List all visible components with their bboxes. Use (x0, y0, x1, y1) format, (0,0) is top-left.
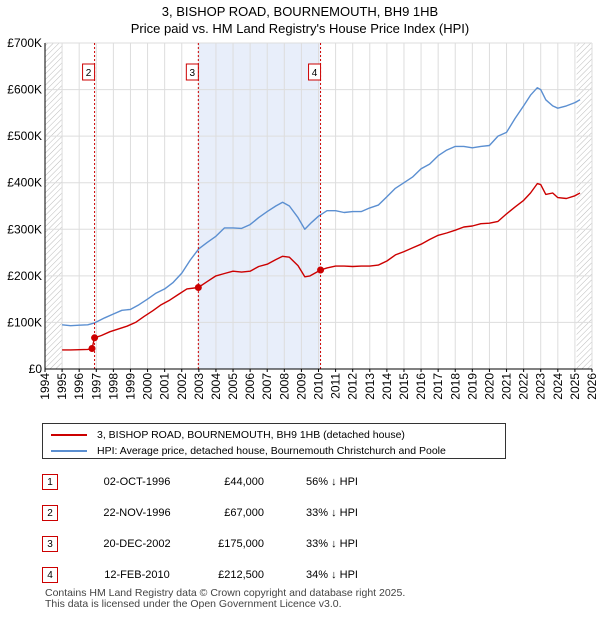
x-tick-label: 2001 (158, 373, 172, 400)
x-tick-label: 2017 (431, 373, 445, 400)
footer-copyright: Contains HM Land Registry data © Crown c… (45, 587, 406, 599)
transaction-price: £212,500 (218, 569, 264, 581)
x-tick-label: 2016 (414, 373, 428, 400)
transaction-date: 12-FEB-2010 (104, 569, 170, 581)
legend-swatch-price (51, 434, 87, 436)
transaction-date: 20-DEC-2002 (103, 538, 171, 550)
x-tick-label: 2007 (260, 373, 274, 400)
y-tick-label: £100K (7, 315, 42, 329)
sale-flag-box (82, 63, 96, 81)
hpi-line (62, 86, 581, 327)
x-tick-label: 2018 (448, 373, 462, 400)
y-tick-label: £400K (7, 176, 42, 190)
transaction-row: 4 12-FEB-2010 £212,500 34% ↓ HPI (42, 567, 562, 585)
shaded-period (198, 43, 321, 369)
x-tick-label: 2011 (329, 373, 343, 399)
y-tick-label: £0 (29, 362, 43, 376)
sale-point (88, 345, 96, 353)
x-tick-label: 2020 (482, 373, 496, 400)
y-tick-label: £600K (7, 83, 42, 97)
x-tick-label: 2023 (534, 373, 548, 400)
transaction-number: 4 (42, 567, 58, 583)
x-tick-label: 1999 (123, 373, 137, 400)
x-tick-label: 2000 (141, 373, 155, 400)
price-chart: 2 3 4 £0 £100K £200K £300K £400K £500K £600K £700… (7, 36, 599, 400)
chart-subtitle: Price paid vs. HM Land Registry's House … (130, 21, 470, 36)
hatched-region (576, 43, 592, 369)
transaction-number: 1 (42, 474, 58, 490)
sale-flag-box (185, 63, 199, 81)
footer: Contains HM Land Registry data © Crown c… (45, 588, 405, 610)
transaction-hpi: 33% ↓ HPI (306, 507, 358, 519)
legend-label-price: 3, BISHOP ROAD, BOURNEMOUTH, BH9 1HB (de… (97, 429, 405, 441)
sale-flag-label: 3 (190, 68, 196, 79)
sale-point (194, 284, 202, 291)
x-tick-label: 2004 (209, 373, 223, 400)
sale-flag-label: 2 (86, 68, 92, 79)
transaction-hpi: 33% ↓ HPI (306, 538, 358, 550)
x-tick-label: 2012 (346, 373, 360, 400)
x-tick-label: 2013 (363, 373, 377, 400)
x-tick-label: 2008 (277, 373, 291, 400)
transaction-hpi: 34% ↓ HPI (306, 569, 358, 581)
x-tick-label: 2015 (397, 373, 411, 400)
x-tick-label: 1998 (106, 373, 120, 400)
y-tick-label: £500K (7, 129, 42, 143)
transaction-hpi: 56% ↓ HPI (306, 476, 358, 488)
y-tick-label: £700K (7, 36, 42, 50)
x-tick-label: 1996 (72, 373, 86, 400)
y-tick-label: £300K (7, 222, 42, 236)
transaction-date: 02-OCT-1996 (103, 476, 171, 488)
x-tick-label: 1997 (89, 373, 103, 400)
x-tick-label: 2022 (517, 373, 531, 400)
sale-flag-label: 4 (312, 68, 318, 79)
chart-legend: 3, BISHOP ROAD, BOURNEMOUTH, BH9 1HB (de… (42, 423, 506, 459)
x-tick-label: 2010 (312, 373, 326, 400)
sale-point (317, 266, 325, 274)
chart-title: 3, BISHOP ROAD, BOURNEMOUTH, BH9 1HB (161, 4, 439, 19)
legend-item-hpi: HPI: Average price, detached house, Bour… (51, 444, 446, 458)
x-tick-label: 1995 (55, 373, 69, 400)
x-tick-label: 2005 (226, 373, 240, 400)
footer-licence: This data is licensed under the Open Gov… (45, 598, 342, 610)
legend-item-price: 3, BISHOP ROAD, BOURNEMOUTH, BH9 1HB (de… (51, 428, 405, 442)
sale-flag-box (308, 63, 322, 81)
x-tick-label: 2002 (175, 373, 189, 400)
x-tick-label: 2021 (500, 373, 514, 400)
transaction-price: £67,000 (224, 507, 264, 519)
transaction-price: £175,000 (218, 538, 264, 550)
y-tick-label: £200K (7, 269, 42, 283)
transaction-number: 2 (42, 505, 58, 521)
x-tick-label: 2014 (380, 373, 394, 400)
transaction-row: 3 20-DEC-2002 £175,000 33% ↓ HPI (42, 536, 562, 554)
legend-swatch-hpi (51, 450, 87, 452)
transaction-number: 3 (42, 536, 58, 552)
x-tick-label: 2024 (551, 373, 565, 400)
x-tick-label: 2009 (294, 373, 308, 400)
transaction-date: 22-NOV-1996 (103, 507, 171, 519)
legend-label-hpi: HPI: Average price, detached house, Bour… (97, 445, 446, 457)
transaction-price: £44,000 (224, 476, 264, 488)
sale-point (91, 334, 99, 342)
hatched-region (45, 43, 63, 369)
transaction-row: 2 22-NOV-1996 £67,000 33% ↓ HPI (42, 505, 562, 523)
x-tick-label: 2025 (568, 373, 582, 400)
x-tick-label: 2019 (465, 373, 479, 400)
x-tick-label: 2026 (585, 373, 599, 400)
x-tick-label: 2003 (192, 373, 206, 400)
x-tick-label: 2006 (243, 373, 257, 400)
x-tick-label: 1994 (38, 373, 52, 400)
transaction-row: 1 02-OCT-1996 £44,000 56% ↓ HPI (42, 474, 562, 492)
